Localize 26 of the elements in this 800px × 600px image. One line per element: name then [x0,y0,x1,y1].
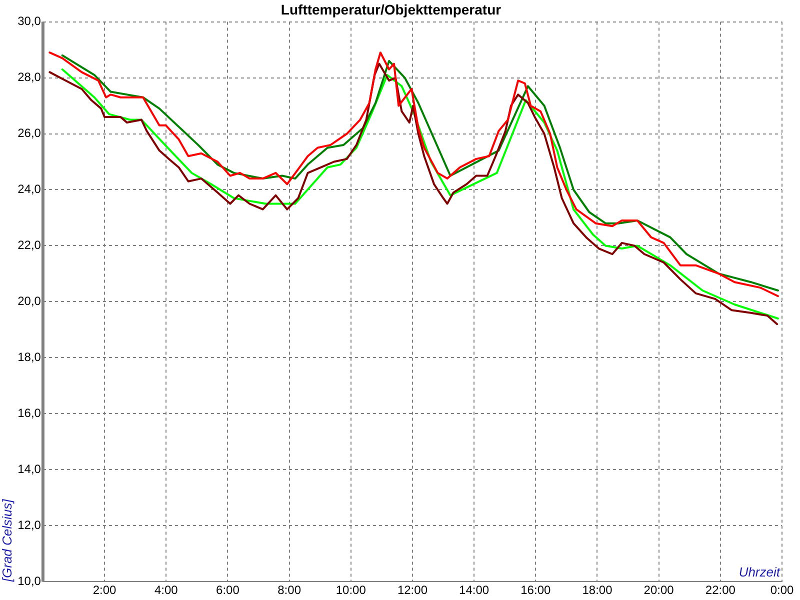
x-tick-label: 8:00 [278,583,302,598]
y-tick-label: 16,0 [18,406,42,420]
x-tick-label: 16:00 [520,583,551,598]
y-tick-label: 10,0 [18,574,42,588]
x-tick-label: 14:00 [459,583,490,598]
x-tick-label: 0:00 [770,583,794,598]
x-tick-label: 20:00 [644,583,674,598]
y-tick-label: 26,0 [18,126,42,140]
x-tick-label: 18:00 [582,583,613,598]
y-tick-label: 14,0 [18,462,42,476]
x-tick-label: 22:00 [705,583,736,598]
x-tick-label: 6:00 [216,583,240,598]
y-tick-label: 24,0 [18,182,42,196]
chart-title: Lufttemperatur/Objekttemperatur [280,1,502,18]
x-tick-label: 10:00 [336,583,366,598]
y-tick-label: 18,0 [18,350,42,364]
y-tick-label: 22,0 [18,238,42,252]
y-tick-label: 20,0 [18,294,42,308]
y-tick-label: 12,0 [18,518,42,532]
y-axis-title: [Grad Celsius] [0,498,14,583]
y-tick-label: 28,0 [18,70,42,84]
x-tick-label: 12:00 [397,583,428,598]
x-tick-label: 4:00 [154,583,178,598]
y-tick-label: 30,0 [18,14,42,28]
x-axis-title: Uhrzeit [738,564,782,580]
x-tick-label: 2:00 [92,583,117,598]
